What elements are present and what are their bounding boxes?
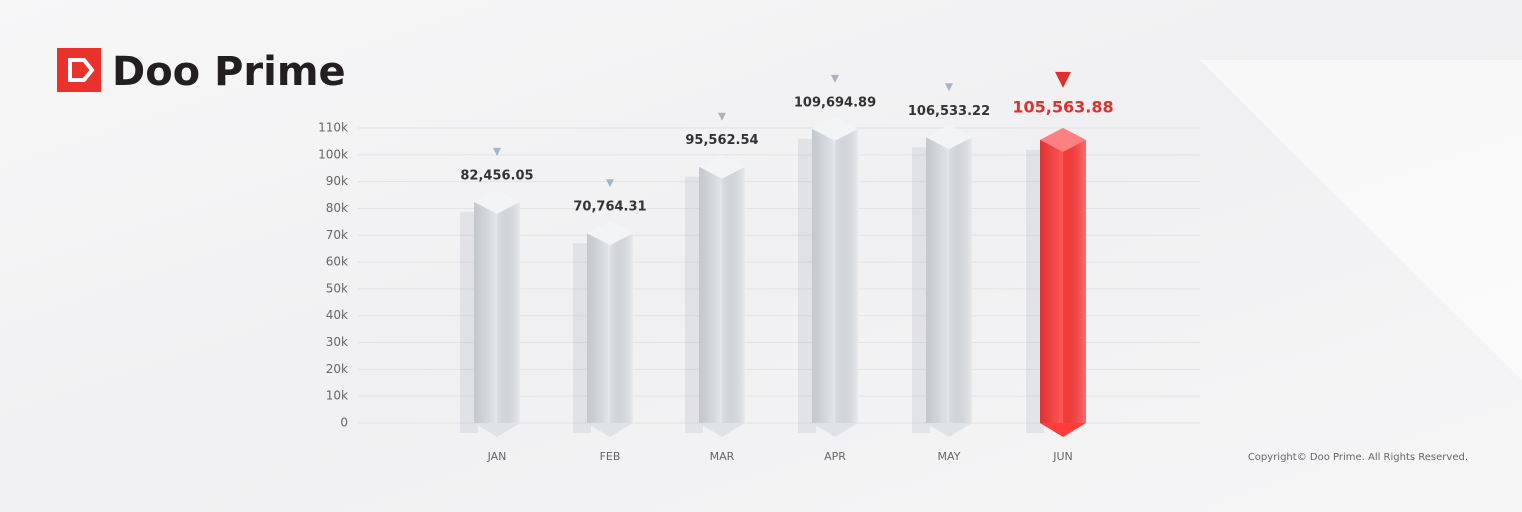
marker [718, 112, 726, 121]
x-tick-label: FEB [600, 450, 621, 463]
y-tick-label: 70k [326, 228, 348, 242]
bar-bottom [474, 423, 520, 437]
copyright: Copyright© Doo Prime. All Rights Reserve… [1248, 452, 1468, 463]
bar-bottom [926, 423, 972, 437]
value-label: 109,694.89 [794, 95, 876, 110]
value-label: 82,456.05 [460, 168, 533, 183]
marker [945, 83, 953, 92]
value-label: 70,764.31 [573, 200, 646, 215]
y-tick-label: 90k [326, 174, 348, 188]
bar-shadow [573, 243, 591, 433]
bar-shading [926, 137, 972, 423]
x-tick-label: APR [824, 450, 846, 463]
y-tick-label: 110k [318, 121, 348, 135]
logo-mark [68, 58, 95, 82]
bar-shading [699, 166, 745, 424]
y-tick-label: 50k [326, 281, 348, 295]
bar-top [474, 189, 520, 214]
y-tick-label: 80k [326, 201, 348, 215]
marker [606, 179, 614, 188]
brand: Doo Prime [112, 49, 346, 95]
bar-bottom [1040, 423, 1086, 437]
logo: Doo Prime [57, 48, 346, 95]
bar-top [1040, 127, 1086, 152]
bar-shading [474, 201, 520, 423]
x-tick-label: JUN [1052, 450, 1073, 463]
value-label: 95,562.54 [685, 133, 758, 148]
bar-shading [812, 128, 858, 424]
bar-top [699, 154, 745, 179]
bar-bottom [812, 423, 858, 437]
bar-shadow [460, 211, 478, 433]
x-tick-label: MAR [710, 450, 735, 463]
x-tick-label: MAY [938, 450, 961, 463]
y-tick-label: 10k [326, 389, 348, 403]
marker [1055, 71, 1071, 88]
marker [831, 74, 839, 83]
bar-shadow [685, 176, 703, 434]
bar-top [926, 125, 972, 150]
value-label: 105,563.88 [1012, 97, 1113, 116]
x-tick-label: JAN [487, 450, 507, 463]
bar-top [587, 221, 633, 246]
bar-shading [1040, 139, 1086, 424]
y-tick-label: 0 [340, 416, 348, 430]
value-label: 106,533.22 [908, 104, 990, 119]
bar-shadow [912, 147, 930, 433]
bar-bottom [699, 423, 745, 437]
y-tick-label: 100k [318, 147, 348, 161]
y-tick-label: 60k [326, 255, 348, 269]
bar-top [812, 116, 858, 141]
bar-bottom [587, 423, 633, 437]
bar-shading [587, 233, 633, 423]
y-tick-label: 20k [326, 362, 348, 376]
bg-shape [1200, 60, 1522, 380]
bar-shadow [1026, 149, 1044, 434]
y-tick-label: 30k [326, 335, 348, 349]
y-tick-label: 40k [326, 308, 348, 322]
marker [493, 147, 501, 156]
bar-shadow [798, 138, 816, 434]
